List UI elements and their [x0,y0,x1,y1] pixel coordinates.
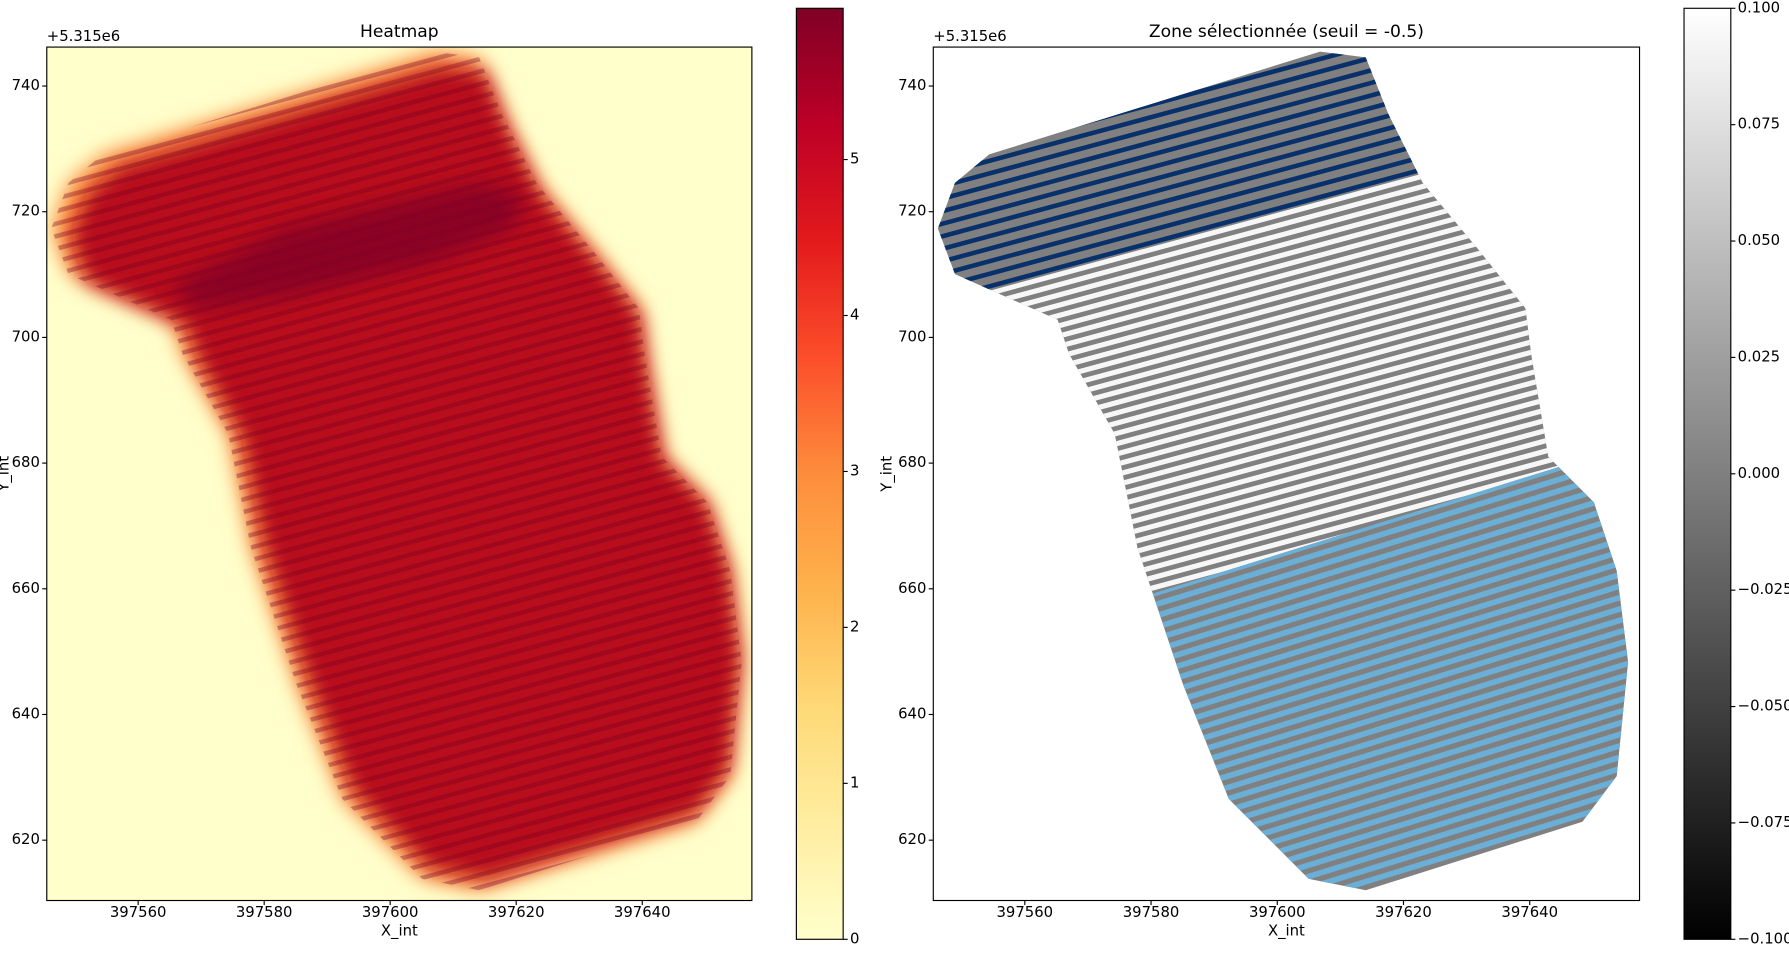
colorbar [796,8,843,939]
swath [933,939,1639,951]
x-tick-label: 397580 [236,904,293,921]
colorbar-tick-label: −0.100 [1738,930,1789,947]
x-tick-label: 397600 [362,904,419,921]
y-tick-label: 680 [898,454,926,471]
colorbar [1684,8,1731,939]
swath [933,945,1639,951]
y-tick-label: 640 [12,705,40,722]
colorbar-tick-label: 0.000 [1738,465,1780,482]
x-tick-label: 397600 [1249,904,1306,921]
heatmap-image [47,0,752,951]
chart-title: Zone sélectionnée (seuil = -0.5) [1149,22,1424,42]
y-tick-label: 720 [12,203,40,220]
swath [933,0,1639,21]
y-tick-label: 740 [898,77,926,94]
colorbar-tick-label: 0.075 [1738,116,1780,133]
chart-title: Heatmap [360,22,439,42]
colorbar-tick-label: 0.050 [1738,232,1780,249]
y-tick-label: 740 [12,77,40,94]
y-tick-label: 680 [12,454,40,471]
x-tick-label: 397580 [1123,904,1180,921]
y-tick-label: 720 [898,203,926,220]
x-tick-label: 397560 [997,904,1054,921]
x-axis-label: X_int [1268,922,1305,939]
swath [933,0,1639,23]
colorbar-tick-label: −0.075 [1738,814,1789,831]
swath [933,0,1639,13]
y-tick-label: 620 [898,831,926,848]
y-tick-label: 660 [12,580,40,597]
colorbar-tick-label: 3 [850,462,859,479]
x-tick-label: 397560 [110,904,167,921]
offset-label: +5.315e6 [47,28,120,45]
y-tick-label: 640 [898,705,926,722]
colorbar-tick-label: 0.100 [1738,0,1780,16]
colorbar-tick-label: 0 [850,930,859,947]
x-tick-label: 397620 [488,904,545,921]
x-tick-label: 397620 [1375,904,1432,921]
offset-label: +5.315e6 [933,28,1006,45]
y-tick-label: 620 [12,831,40,848]
swath [933,0,1639,11]
x-tick-label: 397640 [1501,904,1558,921]
colorbar-tick-label: 4 [850,307,859,324]
y-tick-label: 700 [898,328,926,345]
swath [47,0,752,13]
colorbar-tick-label: 0.025 [1738,348,1780,365]
colorbar-tick-label: −0.025 [1738,581,1789,598]
swath [933,0,1639,12]
y-axis-label: Y_int [879,456,896,493]
colorbar-tick-label: 5 [850,151,859,168]
y-tick-label: 700 [12,328,40,345]
x-tick-label: 397640 [614,904,671,921]
swath [47,939,752,951]
colorbar-tick-label: 2 [850,618,859,635]
y-tick-label: 660 [898,580,926,597]
colorbar-tick-label: −0.050 [1738,698,1789,715]
x-axis-label: X_int [381,922,418,939]
swath [933,939,1639,951]
colorbar-tick-label: 1 [850,774,859,791]
zone-image [933,0,1639,951]
